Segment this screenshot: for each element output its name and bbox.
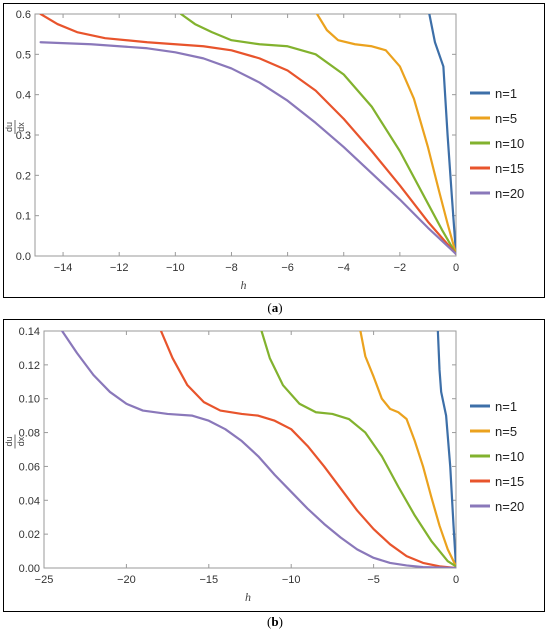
chart-b-series-line-n1 [436, 331, 456, 568]
chart-a-xtick-label: −6 [281, 262, 294, 274]
chart-a-ytick-label: 0.5 [16, 49, 31, 61]
chart-b-legend-label: n=5 [495, 424, 517, 439]
chart-a-series-line-n5 [315, 14, 456, 256]
chart-a-series-line-n20 [39, 41, 456, 256]
chart-a-ytick-label: 0.1 [16, 211, 31, 223]
chart-a-ylabel-den: dx [16, 122, 26, 132]
chart-b-series-line-n5 [359, 331, 456, 568]
chart-panel-b: −25 −20 −15 −10 −5 0 0.00 0.02 0.04 0.06 0.08 0.10 0… [3, 319, 545, 612]
chart-a-series-line-n1 [428, 14, 456, 256]
chart-b-xtick-label: 0 [453, 574, 459, 586]
caption-b-letter: b [271, 614, 279, 629]
chart-a-xtick-label: −10 [166, 262, 185, 274]
chart-b-xlabel: h [245, 590, 251, 604]
chart-b-ytick-label: 0.14 [19, 326, 40, 338]
chart-b-ylabel-den: dx [16, 436, 26, 446]
chart-a-series-line-n15 [39, 14, 456, 256]
chart-b-ytick-label: 0.02 [19, 529, 40, 541]
chart-a-ytick-label: 0.4 [16, 90, 31, 102]
chart-b-series-line-n15 [159, 331, 456, 568]
chart-b-series-line-n10 [260, 331, 456, 568]
chart-a-legend-label: n=1 [495, 86, 517, 101]
chart-a-xtick-label: −2 [394, 262, 407, 274]
chart-b-xtick-label: −5 [367, 574, 380, 586]
chart-b-plot-frame [43, 330, 457, 569]
chart-a-series-line-n10 [179, 14, 456, 256]
chart-a-legend-label: n=5 [495, 111, 517, 126]
chart-b-ytick-label: 0.06 [19, 461, 40, 473]
chart-b-ytick-label: 0.08 [19, 428, 40, 440]
chart-b-legend-label: n=20 [495, 499, 524, 514]
chart-a-xtick-label: −8 [225, 262, 238, 274]
chart-b-series-group [61, 331, 456, 568]
chart-b-legend-label: n=1 [495, 399, 517, 414]
chart-a-xtick-label: −12 [110, 262, 129, 274]
chart-a-xtick-label: −14 [54, 262, 73, 274]
chart-b-ytick-label: 0.10 [19, 394, 40, 406]
chart-b-xtick-label: −15 [199, 574, 218, 586]
caption-a: (a) [267, 300, 283, 315]
chart-b-ylabel-num: du [4, 436, 14, 446]
chart-b: −25 −20 −15 −10 −5 0 0.00 0.02 0.04 0.06 0.08 0.10 0… [4, 326, 524, 604]
chart-a-ylabel-num: du [4, 122, 14, 132]
chart-b-xtick-label: −10 [282, 574, 301, 586]
chart-a-plot-frame [34, 13, 457, 257]
chart-a-xlabel: h [241, 278, 247, 292]
chart-a-ytick-label: 0.6 [16, 9, 31, 21]
chart-b-series-line-n20 [61, 331, 456, 568]
chart-b-ylabel: du dx [4, 434, 26, 449]
chart-a-xtick-label: −4 [337, 262, 350, 274]
chart-b-ytick-label: 0.04 [19, 495, 40, 507]
chart-a-legend-label: n=10 [495, 136, 524, 151]
chart-b-xtick-label: −20 [117, 574, 136, 586]
chart-b-ytick-label: 0.00 [19, 563, 40, 575]
chart-b-ytick-label: 0.12 [19, 360, 40, 372]
chart-a-legend-label: n=20 [495, 186, 524, 201]
chart-a-legend-label: n=15 [495, 161, 524, 176]
caption-b: (b) [267, 614, 283, 629]
chart-b-legend-label: n=15 [495, 474, 524, 489]
chart-a-ytick-label: 0.2 [16, 170, 31, 182]
chart-a-ylabel: du dx [4, 120, 26, 134]
chart-a: −14 −12 −10 −8 −6 −4 −2 0 0.0 0.1 0.2 0.3 0.4 0.5 0.6 h… [4, 9, 524, 292]
chart-a-ytick-label: 0.3 [16, 130, 31, 142]
chart-a-xtick-label: 0 [453, 262, 459, 274]
chart-panel-a: −14 −12 −10 −8 −6 −4 −2 0 0.0 0.1 0.2 0.3 0.4 0.5 0.6 h… [3, 3, 545, 298]
chart-a-series-group [39, 14, 456, 256]
chart-b-legend-label: n=10 [495, 449, 524, 464]
caption-a-letter: a [271, 300, 279, 315]
chart-a-ytick-label: 0.0 [16, 251, 31, 263]
chart-b-xtick-label: −25 [35, 574, 54, 586]
